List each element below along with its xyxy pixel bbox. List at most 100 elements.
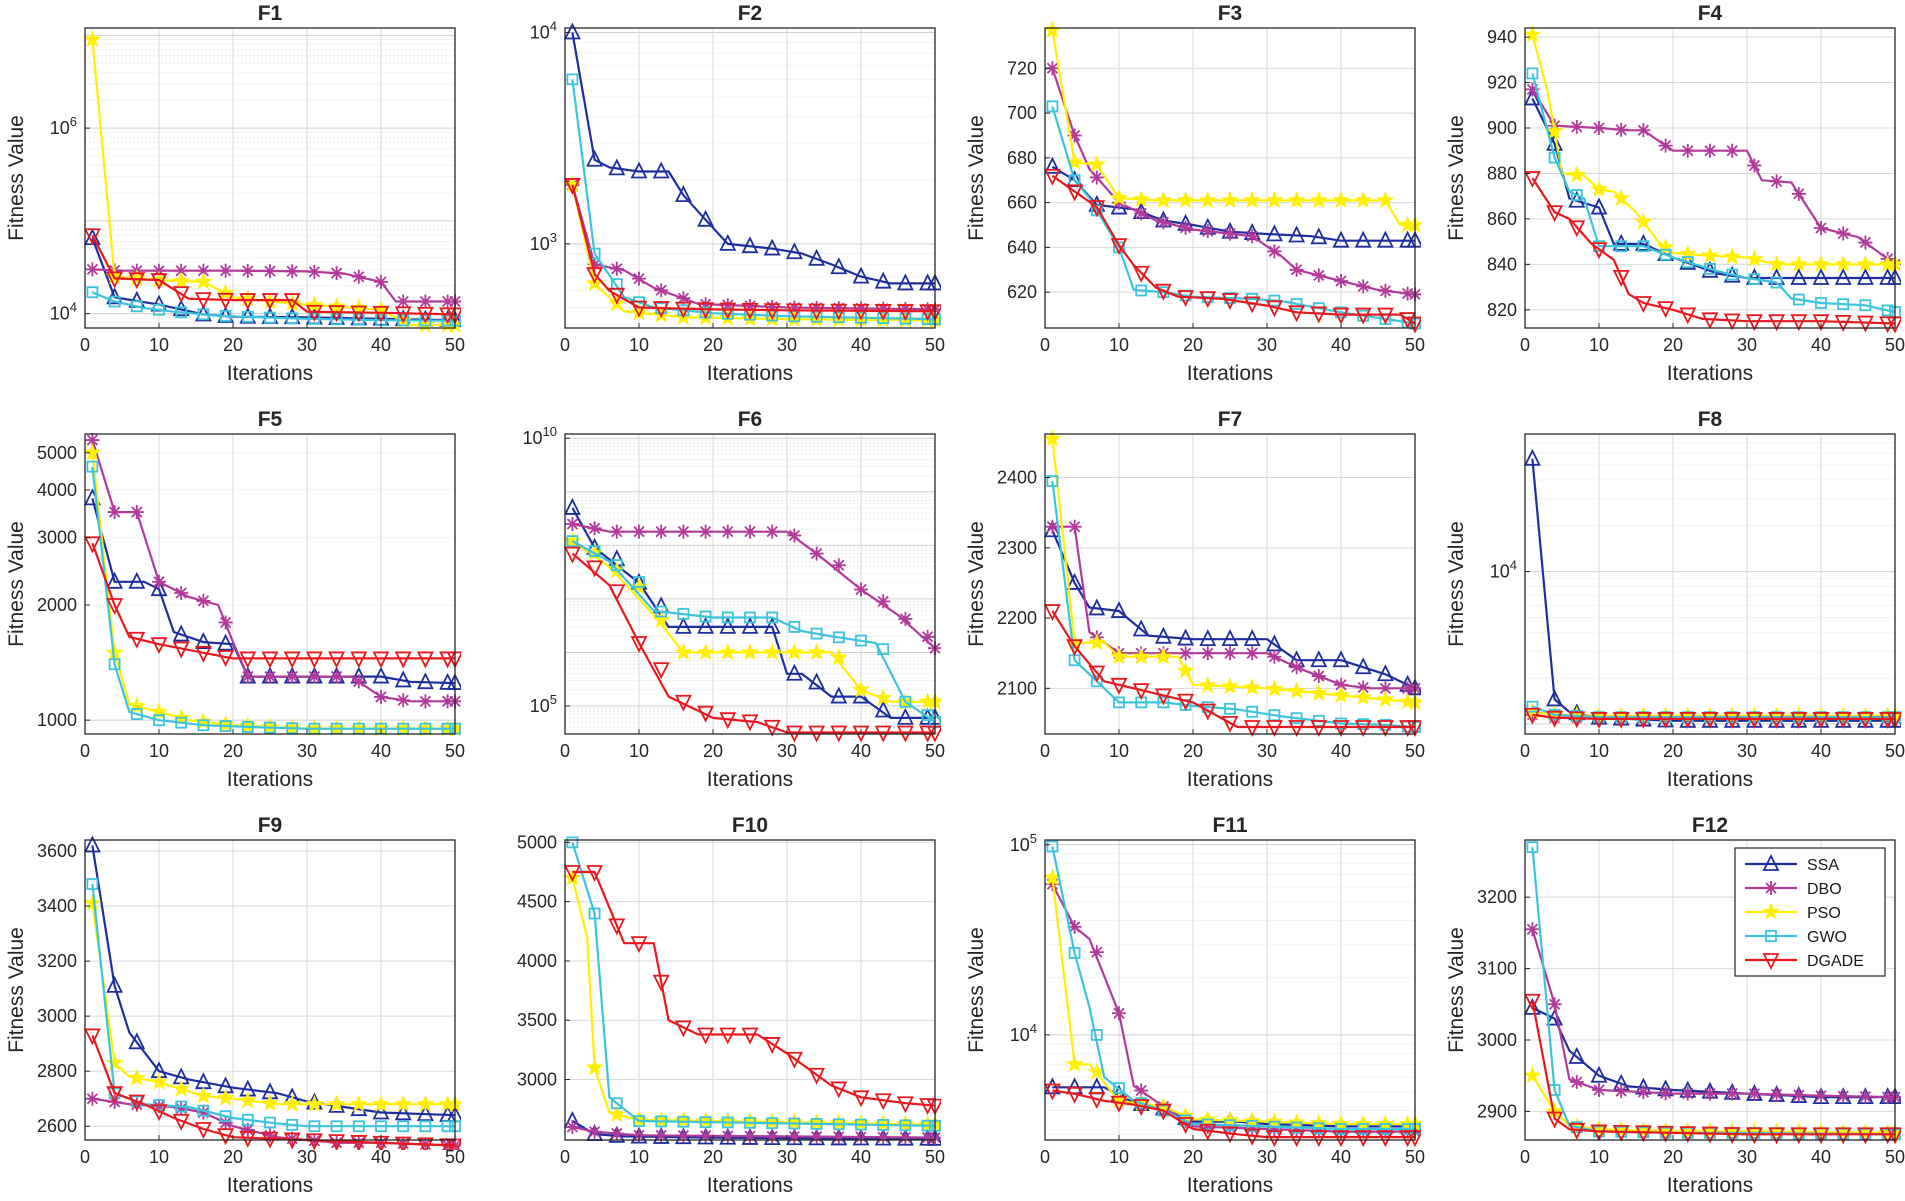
- marker-dbo: [720, 298, 735, 313]
- marker-dbo: [920, 302, 935, 317]
- marker-dgade: [1856, 1127, 1874, 1145]
- panel-title: F4: [1698, 2, 1723, 25]
- marker-dbo: [1067, 128, 1082, 143]
- marker-ssa: [83, 835, 101, 853]
- x-tick-label: 30: [297, 1147, 317, 1167]
- marker-gwo: [1815, 297, 1827, 309]
- marker-dbo: [876, 594, 891, 609]
- marker-gwo: [1748, 273, 1761, 286]
- marker-dbo: [307, 264, 322, 279]
- marker-dbo: [831, 301, 846, 316]
- marker-dgade: [1723, 712, 1741, 729]
- marker-ssa: [1590, 1065, 1608, 1083]
- series-group: [1043, 20, 1421, 334]
- marker-ssa: [830, 686, 848, 704]
- marker-dgade: [328, 651, 346, 669]
- marker-dgade: [1701, 312, 1719, 330]
- axes-box: [84, 839, 456, 1141]
- marker-dgade: [852, 1090, 870, 1108]
- legend-item-pso: PSO: [1745, 902, 1841, 922]
- marker-ssa: [830, 257, 848, 275]
- marker-gwo: [1290, 712, 1303, 725]
- marker-ssa: [719, 233, 737, 251]
- marker-dbo: [676, 291, 691, 306]
- x-tick-label: 30: [297, 741, 317, 761]
- marker-dbo: [1223, 646, 1237, 661]
- marker-gwo: [744, 611, 756, 624]
- marker-pso: [1221, 191, 1239, 209]
- x-tick-label: 0: [80, 741, 90, 761]
- y-tick-label: 2300: [997, 538, 1037, 558]
- marker-dgade: [1590, 1124, 1608, 1142]
- marker-dgade: [586, 560, 604, 578]
- x-axis-label: Iterations: [227, 1174, 313, 1197]
- marker-gwo: [1046, 100, 1059, 113]
- marker-ssa: [719, 616, 737, 634]
- marker-dbo: [1045, 61, 1060, 76]
- marker-gwo: [219, 310, 232, 322]
- marker-dgade: [697, 705, 715, 723]
- panel-f10: 0 10 20 30 40 50 3000 3500 4000 4500 5000 F10 Iterat…: [517, 814, 945, 1197]
- marker-dgade: [697, 1027, 715, 1045]
- marker-gwo: [264, 311, 276, 324]
- marker-dgade: [1856, 315, 1874, 333]
- marker-gwo: [219, 1110, 232, 1123]
- marker-gwo: [241, 310, 254, 323]
- marker-dgade: [1834, 1127, 1852, 1145]
- marker-dgade: [763, 719, 781, 737]
- marker-gwo: [655, 605, 668, 618]
- marker-pso: [1590, 180, 1608, 197]
- marker-dgade: [1679, 307, 1697, 325]
- marker-dbo: [1725, 1086, 1740, 1101]
- marker-dgade: [172, 286, 190, 304]
- marker-gwo: [308, 313, 321, 325]
- series-line-ssa: [91, 845, 456, 1117]
- panel-title: F11: [1212, 814, 1247, 837]
- x-tick-label: 20: [703, 1147, 723, 1167]
- marker-dgade: [1310, 1130, 1328, 1148]
- panel-title: F2: [738, 2, 763, 25]
- marker-gwo: [1881, 304, 1894, 317]
- y-tick-label: 860: [1487, 209, 1517, 229]
- marker-dgade: [1590, 712, 1608, 729]
- marker-gwo: [899, 1119, 912, 1132]
- marker-dgade: [1354, 307, 1372, 325]
- marker-gwo: [1637, 240, 1650, 253]
- marker-dbo: [196, 593, 211, 608]
- marker-dbo: [1658, 1086, 1673, 1101]
- marker-dgade: [150, 637, 168, 655]
- marker-dbo: [1636, 1085, 1651, 1100]
- marker-dbo: [1089, 945, 1104, 960]
- marker-pso: [607, 1105, 626, 1123]
- x-tick-label: 10: [629, 335, 649, 355]
- x-tick-label: 20: [223, 741, 243, 761]
- marker-gwo: [441, 1120, 454, 1133]
- marker-dgade: [630, 936, 648, 954]
- legend-marker-ssa: [1762, 853, 1780, 871]
- marker-pso: [305, 1094, 324, 1112]
- marker-dgade: [1354, 1130, 1372, 1148]
- x-tick-label: 0: [1040, 1147, 1050, 1167]
- marker-gwo: [1704, 263, 1716, 275]
- marker-gwo: [1526, 700, 1539, 713]
- y-axis-label: Fitness Value: [1445, 521, 1468, 647]
- marker-dbo: [609, 261, 624, 276]
- x-tick-label: 30: [1257, 335, 1277, 355]
- marker-gwo: [677, 1115, 690, 1128]
- marker-dbo: [1134, 1083, 1149, 1098]
- series-line-dgade: [572, 870, 936, 1107]
- marker-dgade: [1399, 312, 1417, 330]
- marker-dbo: [396, 294, 411, 309]
- marker-dgade: [1221, 293, 1239, 311]
- marker-ssa: [172, 299, 190, 317]
- y-tick-label: 620: [1007, 282, 1037, 302]
- marker-ssa: [1354, 230, 1372, 248]
- marker-gwo: [441, 314, 454, 327]
- series-group: [563, 836, 941, 1146]
- axes-box: [84, 433, 456, 735]
- marker-ssa: [1132, 619, 1150, 637]
- marker-dbo: [218, 1115, 233, 1130]
- marker-dgade: [1634, 1125, 1652, 1143]
- marker-gwo: [1090, 1029, 1103, 1041]
- marker-pso: [416, 1094, 435, 1112]
